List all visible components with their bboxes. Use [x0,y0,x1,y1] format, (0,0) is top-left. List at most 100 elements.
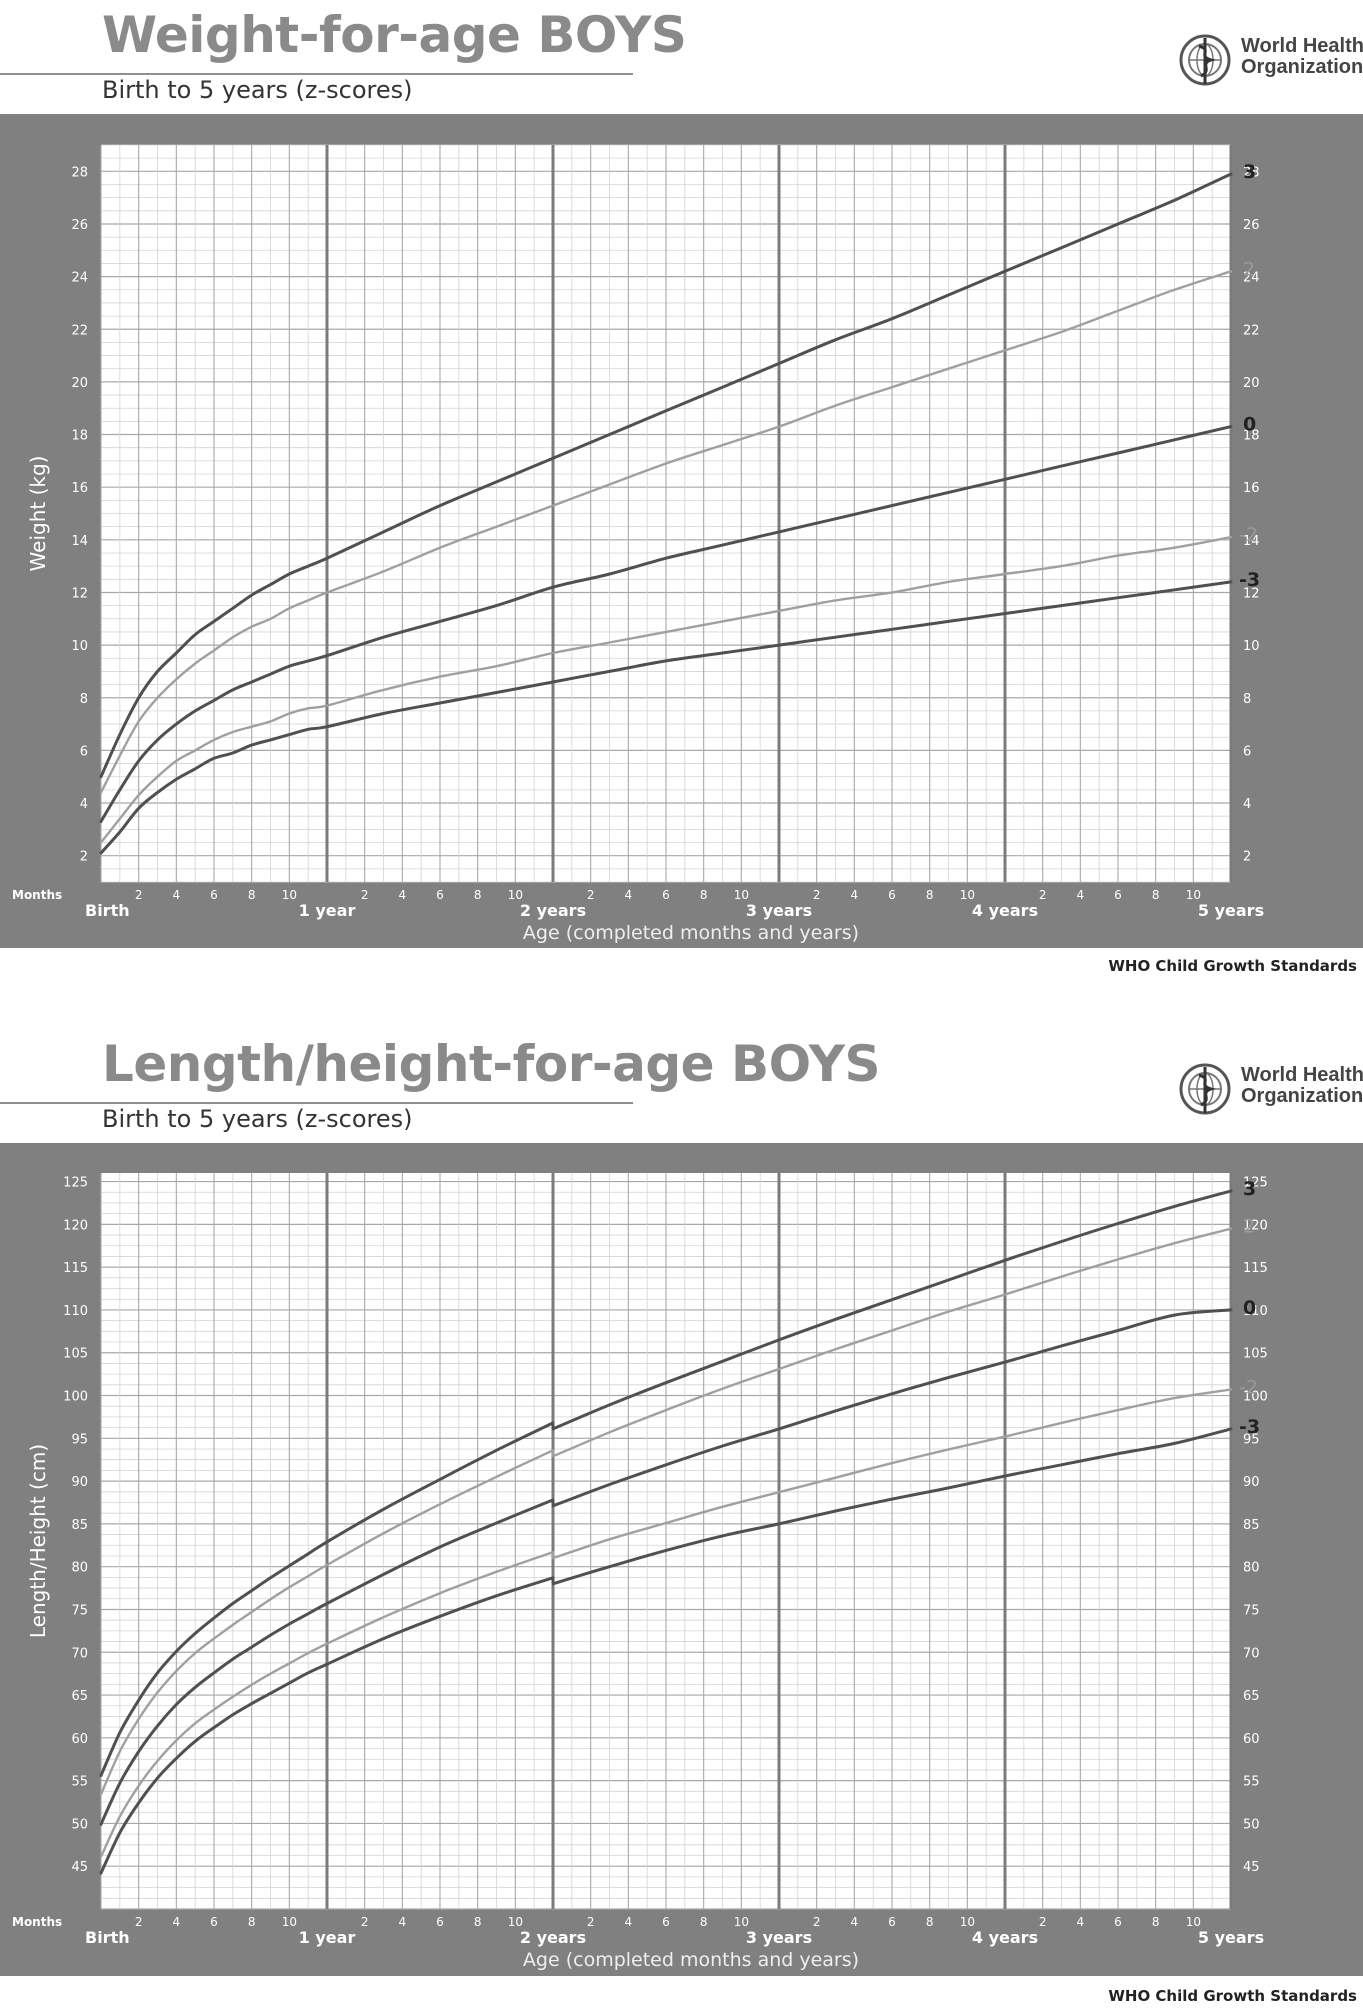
y-tick-label-left: 10 [71,639,88,654]
y-tick-label-left: 20 [71,376,88,391]
weight-for-age-section: Weight-for-age BOYS Birth to 5 years (z-… [0,0,1363,990]
month-tick-label: 8 [700,888,708,902]
y-tick-label-left: 26 [71,218,88,233]
y-tick-label-right: 20 [1243,376,1260,391]
curve-label: -3 [1239,1416,1260,1438]
title-rule [0,1102,633,1104]
z-curve--2 [99,536,1233,844]
y-tick-label-left: 75 [71,1603,88,1618]
z-curve-0 [551,1308,1233,1508]
curve-label: 0 [1243,1297,1256,1319]
y-tick-label-right: 55 [1243,1775,1260,1790]
y-tick-label-right: 50 [1243,1817,1260,1832]
curve-label: -2 [1239,524,1258,546]
month-tick-label: 2 [1039,888,1047,902]
month-tick-label: 8 [700,1915,708,1929]
month-tick-label: 8 [1152,888,1160,902]
month-tick-label: 6 [662,1915,670,1929]
z-curve--2 [99,1550,555,1858]
y-tick-label-right: 100 [1243,1390,1268,1405]
y-tick-label-left: 65 [71,1689,88,1704]
source-label: WHO Child Growth Standards [1108,1987,1357,2005]
z-curve--3 [99,580,1233,855]
y-tick-label-left: 12 [71,586,88,601]
year-label: 2 years [520,901,586,920]
month-tick-label: 4 [1077,1915,1085,1929]
y-tick-label-right: 105 [1243,1347,1268,1362]
month-tick-label: 2 [813,888,821,902]
month-tick-label: 2 [587,888,595,902]
who-emblem-icon [1179,1063,1231,1115]
year-label: 5 years [1198,901,1264,920]
y-tick-label-left: 14 [71,534,88,549]
month-tick-label: 4 [625,1915,633,1929]
y-tick-label-right: 8 [1243,692,1251,707]
y-tick-label-right: 28 [1243,165,1260,180]
month-tick-label: 8 [474,1915,482,1929]
z-curve-2 [99,1449,555,1796]
month-tick-label: 2 [135,888,143,902]
month-tick-label: 4 [851,1915,859,1929]
chart-title: Length/height-for-age BOYS [102,1035,881,1093]
month-tick-label: 6 [1114,1915,1122,1929]
y-tick-label-right: 110 [1243,1304,1268,1319]
y-tick-label-left: 18 [71,429,88,444]
z-curve-0 [99,1498,555,1826]
y-tick-label-right: 10 [1243,639,1260,654]
y-tick-label-right: 26 [1243,218,1260,233]
year-label: 1 year [299,1928,356,1947]
y-tick-label-right: 60 [1243,1732,1260,1747]
month-tick-label: 4 [173,888,181,902]
month-tick-label: 6 [888,888,896,902]
month-tick-label: 8 [926,888,934,902]
logo-line1: World Health [1241,1064,1363,1086]
logo-line2: Organization [1241,56,1363,78]
y-tick-label-left: 95 [71,1432,88,1447]
month-tick-label: 4 [173,1915,181,1929]
y-tick-label-left: 22 [71,323,88,338]
x-axis-label: Age (completed months and years) [523,922,859,944]
z-curve-3 [551,1189,1233,1431]
y-tick-label-left: 6 [80,744,88,759]
year-label: 1 year [299,901,356,920]
month-tick-label: 2 [587,1915,595,1929]
month-tick-label: 10 [282,888,297,902]
y-tick-label-left: 100 [63,1390,88,1405]
y-tick-label-left: 16 [71,481,88,496]
year-label: 4 years [972,1928,1038,1947]
year-label: 4 years [972,901,1038,920]
month-tick-label: 2 [361,888,369,902]
y-tick-label-left: 70 [71,1646,88,1661]
z-curve--3 [551,1427,1233,1586]
month-tick-label: 4 [851,888,859,902]
y-axis-label: Length/Height (cm) [26,1444,50,1638]
y-tick-label-left: 60 [71,1732,88,1747]
y-tick-label-left: 50 [71,1817,88,1832]
y-tick-label-right: 65 [1243,1689,1260,1704]
y-tick-label-right: 70 [1243,1646,1260,1661]
y-tick-label-right: 45 [1243,1860,1260,1875]
y-tick-label-right: 22 [1243,323,1260,338]
y-tick-label-left: 115 [63,1261,88,1276]
curve-label: 3 [1243,161,1256,183]
curve-label: 2 [1243,258,1255,280]
z-curve-0 [99,425,1233,823]
z-curve-3 [99,1421,555,1777]
month-tick-label: 10 [508,1915,523,1929]
curve-label: 2 [1243,1216,1255,1238]
y-tick-label-right: 125 [1243,1176,1268,1191]
month-tick-label: 4 [399,888,407,902]
year-label: 3 years [746,901,812,920]
month-tick-label: 6 [210,1915,218,1929]
chart-subtitle: Birth to 5 years (z-scores) [102,1105,413,1133]
title-rule [0,73,633,75]
month-tick-label: 2 [813,1915,821,1929]
month-tick-label: 2 [135,1915,143,1929]
year-label: 5 years [1198,1928,1264,1947]
who-emblem-icon [1179,34,1231,86]
y-tick-label-right: 16 [1243,481,1260,496]
month-tick-label: 10 [508,888,523,902]
month-tick-label: 10 [960,1915,975,1929]
